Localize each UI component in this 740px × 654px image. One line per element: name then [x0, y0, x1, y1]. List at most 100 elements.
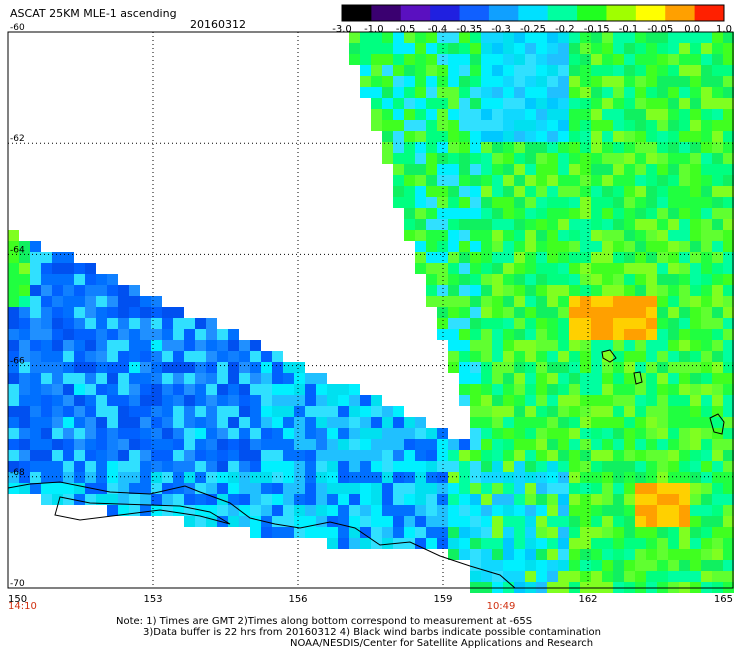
swath-cell	[52, 340, 63, 351]
swath-cell	[448, 230, 459, 241]
swath-cell	[602, 406, 613, 417]
swath-cell	[679, 516, 690, 527]
swath-cell	[382, 65, 393, 76]
swath-cell	[448, 494, 459, 505]
swath-cell	[404, 483, 415, 494]
swath-cell	[701, 197, 712, 208]
swath-cell	[217, 483, 228, 494]
swath-cell	[360, 87, 371, 98]
swath-cell	[591, 186, 602, 197]
swath-cell	[591, 32, 602, 43]
swath-cell	[261, 406, 272, 417]
swath-cell	[195, 340, 206, 351]
swath-cell	[646, 252, 657, 263]
swath-cell	[415, 461, 426, 472]
swath-cell	[723, 549, 734, 560]
swath-cell	[8, 362, 19, 373]
swath-cell	[712, 450, 723, 461]
swath-cell	[107, 351, 118, 362]
swath-cell	[118, 395, 129, 406]
swath-cell	[481, 32, 492, 43]
swath-cell	[690, 318, 701, 329]
swath-cell	[283, 472, 294, 483]
swath-cell	[96, 329, 107, 340]
swath-cell	[30, 263, 41, 274]
swath-cell	[602, 395, 613, 406]
swath-cell	[668, 549, 679, 560]
swath-cell	[613, 494, 624, 505]
swath-cell	[602, 285, 613, 296]
swath-cell	[569, 76, 580, 87]
swath-cell	[668, 274, 679, 285]
swath-cell	[679, 505, 690, 516]
swath-cell	[580, 142, 591, 153]
swath-cell	[470, 329, 481, 340]
swath-cell	[679, 175, 690, 186]
swath-cell	[602, 307, 613, 318]
swath-cell	[184, 494, 195, 505]
swath-cell	[679, 120, 690, 131]
swath-cell	[525, 461, 536, 472]
swath-cell	[503, 384, 514, 395]
map-date: 20160312	[190, 18, 246, 31]
swath-cell	[151, 395, 162, 406]
swath-cell	[63, 263, 74, 274]
swath-cell	[591, 153, 602, 164]
swath-cell	[503, 175, 514, 186]
swath-cell	[701, 329, 712, 340]
swath-cell	[536, 406, 547, 417]
swath-cell	[679, 109, 690, 120]
swath-cell	[547, 197, 558, 208]
swath-cell	[470, 450, 481, 461]
swath-cell	[459, 274, 470, 285]
swath-cell	[492, 329, 503, 340]
swath-cell	[514, 439, 525, 450]
swath-cell	[338, 461, 349, 472]
swath-cell	[173, 318, 184, 329]
swath-cell	[261, 450, 272, 461]
swath-cell	[580, 274, 591, 285]
swath-cell	[393, 87, 404, 98]
swath-cell	[393, 109, 404, 120]
swath-cell	[580, 318, 591, 329]
swath-cell	[569, 494, 580, 505]
swath-cell	[239, 395, 250, 406]
swath-cell	[668, 571, 679, 582]
swath-cell	[657, 43, 668, 54]
swath-cell	[239, 428, 250, 439]
swath-cell	[635, 274, 646, 285]
swath-cell	[426, 527, 437, 538]
swath-cell	[261, 362, 272, 373]
swath-cell	[712, 263, 723, 274]
swath-cell	[547, 87, 558, 98]
swath-cell	[294, 373, 305, 384]
swath-cell	[437, 472, 448, 483]
swath-cell	[426, 516, 437, 527]
swath-cell	[437, 296, 448, 307]
swath-cell	[19, 439, 30, 450]
swath-cell	[613, 219, 624, 230]
swath-cell	[558, 384, 569, 395]
swath-cell	[239, 505, 250, 516]
swath-cell	[514, 527, 525, 538]
swath-cell	[514, 318, 525, 329]
swath-cell	[668, 263, 679, 274]
swath-cell	[547, 252, 558, 263]
swath-cell	[525, 560, 536, 571]
swath-cell	[602, 560, 613, 571]
swath-cell	[382, 98, 393, 109]
swath-cell	[558, 340, 569, 351]
swath-cell	[41, 351, 52, 362]
swath-cell	[382, 461, 393, 472]
swath-cell	[437, 538, 448, 549]
swath-cell	[602, 263, 613, 274]
swath-cell	[558, 395, 569, 406]
swath-cell	[503, 32, 514, 43]
swath-cell	[437, 241, 448, 252]
swath-cell	[459, 395, 470, 406]
swath-cell	[261, 351, 272, 362]
swath-cell	[305, 395, 316, 406]
swath-cell	[30, 406, 41, 417]
swath-cell	[96, 307, 107, 318]
swath-cell	[206, 428, 217, 439]
